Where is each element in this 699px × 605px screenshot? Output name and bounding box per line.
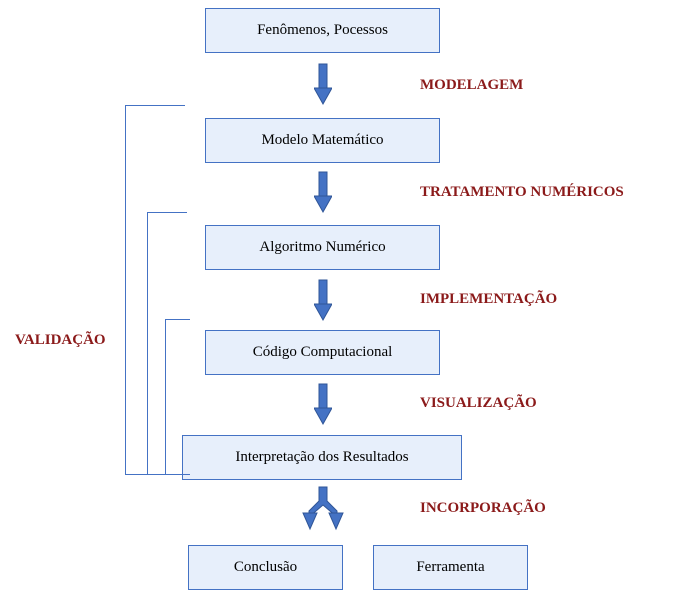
down-arrow-icon (314, 62, 332, 106)
node-conclusion: Conclusão (188, 545, 343, 590)
down-arrow-icon (314, 278, 332, 322)
split-arrow-icon (300, 485, 346, 533)
node-math-model: Modelo Matemático (205, 118, 440, 163)
node-code: Código Computacional (205, 330, 440, 375)
label-validation: VALIDAÇÃO (15, 332, 106, 349)
label-numerical: TRATAMENTO NUMÉRICOS (420, 184, 624, 201)
bracket-inner (165, 319, 190, 475)
label-modeling: MODELAGEM (420, 77, 523, 94)
node-phenomena: Fenômenos, Pocessos (205, 8, 440, 53)
down-arrow-icon (314, 170, 332, 214)
node-tool: Ferramenta (373, 545, 528, 590)
label-incorporation: INCORPORAÇÃO (420, 500, 546, 517)
down-arrow-icon (314, 382, 332, 426)
label-implementation: IMPLEMENTAÇÃO (420, 291, 557, 308)
node-interpretation: Interpretação dos Resultados (182, 435, 462, 480)
label-visualization: VISUALIZAÇÃO (420, 395, 537, 412)
node-algorithm: Algoritmo Numérico (205, 225, 440, 270)
